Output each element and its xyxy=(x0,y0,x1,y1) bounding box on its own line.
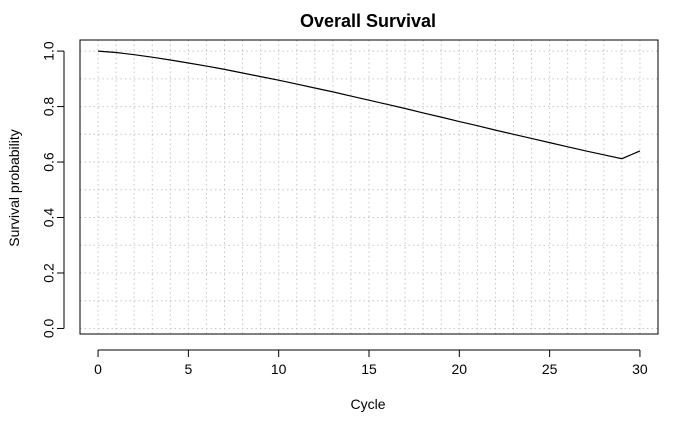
x-tick-label: 10 xyxy=(271,361,287,377)
x-tick-label: 20 xyxy=(452,361,468,377)
y-tick-label: 0.8 xyxy=(41,97,57,117)
x-tick-label: 30 xyxy=(632,361,648,377)
y-tick-label: 1.0 xyxy=(41,41,57,61)
y-axis-title: Survival probability xyxy=(6,129,22,247)
series-layer xyxy=(98,50,641,160)
x-axis-title: Cycle xyxy=(350,396,385,412)
x-tick-label: 0 xyxy=(94,361,102,377)
x-tick-label: 5 xyxy=(184,361,192,377)
y-tick-label: 0.0 xyxy=(41,319,57,339)
plot-border xyxy=(79,39,659,335)
y-tick-label: 0.4 xyxy=(41,208,57,228)
grid-layer xyxy=(80,40,658,334)
y-tick-label: 0.6 xyxy=(41,152,57,172)
x-tick-label: 25 xyxy=(542,361,558,377)
survival-curve-line xyxy=(98,50,641,160)
x-axis: 0 5 10 15 20 25 30 xyxy=(94,349,648,377)
y-tick-label: 0.2 xyxy=(41,263,57,283)
x-tick-label: 15 xyxy=(361,361,377,377)
y-axis: 0.0 0.2 0.4 0.6 0.8 1.0 xyxy=(41,41,65,339)
chart-title: Overall Survival xyxy=(300,11,436,31)
